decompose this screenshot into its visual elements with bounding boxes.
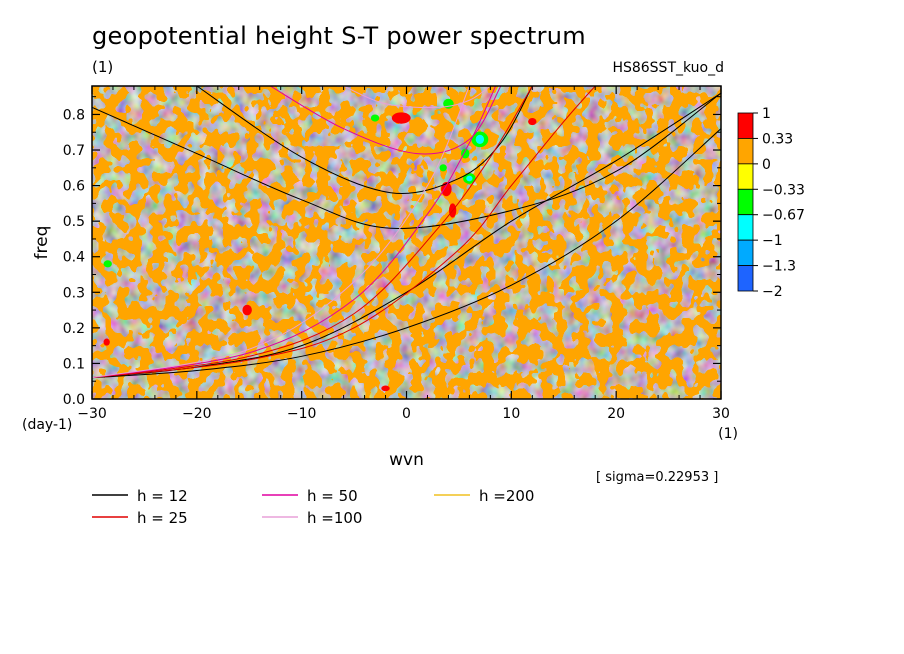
- spectrum-blob-9: [461, 148, 470, 159]
- colorbar-swatch: [737, 163, 754, 190]
- spectrum-blob-4: [103, 338, 110, 346]
- spectrum-blob-14: [475, 134, 485, 144]
- dispersion-curve-7: [92, 86, 497, 379]
- dispersion-curve-5: [92, 86, 533, 379]
- experiment-name: HS86SST_kuo_d: [612, 60, 724, 76]
- y-tick-label: 0.6: [63, 179, 85, 195]
- spectrum-blob-3: [242, 304, 252, 316]
- chart-subtitle-units: (1): [92, 58, 114, 76]
- y-tick-label: 0.2: [63, 321, 85, 337]
- y-tick-label: 0.3: [63, 285, 85, 301]
- axes: −30 −20 −10 0 10 20 30 0.0 0.1 0.2 0.3 0.4 0.5 0.6 0.7…: [22, 85, 738, 470]
- colorbar-label: −1.3: [762, 259, 796, 275]
- dispersion-curve-9: [92, 86, 470, 379]
- legend-label: h = 12: [137, 487, 188, 505]
- spectrum-blob-13: [370, 114, 380, 122]
- colorbar-label: 1: [762, 106, 771, 122]
- legend-label: h = 50: [307, 487, 358, 505]
- colorbar-label: 0: [762, 157, 771, 173]
- spectrum-blob-0: [391, 112, 411, 124]
- colorbar-label: −0.33: [762, 182, 805, 198]
- plot-area: [92, 86, 721, 399]
- spectrum-blob-15: [466, 175, 473, 182]
- x-tick-label: 10: [502, 406, 520, 422]
- colorbar-label: −1: [762, 233, 783, 249]
- dispersion-curve-8: [343, 86, 491, 109]
- spectrum-blob-1: [441, 182, 452, 197]
- spectrum-blob-6: [528, 118, 537, 126]
- legend-label: h = 25: [137, 509, 188, 527]
- y-tick-label: 0.0: [63, 392, 85, 408]
- colorbar-swatch: [737, 214, 754, 241]
- dispersion-curve-2: [92, 92, 721, 229]
- dispersion-curve-0: [92, 128, 721, 379]
- sigma-label: [ sigma=0.22953 ]: [596, 470, 719, 485]
- legend: h = 12 h = 25 h = 50 h =100 h =200: [92, 487, 534, 527]
- x-tick-label: 20: [607, 406, 625, 422]
- colorbar-label: 0.33: [762, 131, 793, 147]
- dispersion-curve-3: [196, 86, 533, 194]
- y-tick-label: 0.7: [63, 143, 85, 159]
- colorbar-label: −2: [762, 284, 783, 300]
- spectrum-blob-12: [103, 260, 112, 268]
- y-tick-label: 0.8: [63, 107, 85, 123]
- x-tick-label: −20: [182, 406, 212, 422]
- colorbar: 1 0.33 0 −0.33 −0.67 −1 −1.3 −2: [737, 106, 805, 300]
- dispersion-curve-6: [269, 86, 502, 155]
- colorbar-swatch: [737, 138, 754, 165]
- x-tick-label: 0: [402, 406, 411, 422]
- colorbar-swatch: [737, 265, 754, 292]
- plot-clip-group: [92, 86, 721, 399]
- x-tick-label: 30: [712, 406, 730, 422]
- colorbar-swatch: [737, 239, 754, 266]
- y-tick-label: 0.5: [63, 214, 85, 230]
- legend-label: h =200: [479, 487, 534, 505]
- chart-title: geopotential height S-T power spectrum: [92, 22, 586, 50]
- dispersion-curve-4: [92, 86, 596, 379]
- colorbar-label: −0.67: [762, 208, 805, 224]
- colorbar-swatch: [737, 188, 754, 216]
- legend-label: h =100: [307, 509, 362, 527]
- spectrum-blob-11: [439, 164, 447, 172]
- x-tick-label: −30: [77, 406, 107, 422]
- colorbar-swatch: [737, 112, 754, 139]
- x-axis-unit: (1): [718, 426, 738, 442]
- x-tick-label: −10: [287, 406, 317, 422]
- x-axis-label: wvn: [389, 450, 424, 470]
- y-axis-label: freq: [32, 226, 52, 260]
- y-tick-label: 0.4: [63, 250, 85, 266]
- y-axis-unit: (day-1): [22, 417, 72, 433]
- y-tick-label: 0.1: [63, 356, 85, 372]
- spectrum-blob-5: [381, 385, 390, 392]
